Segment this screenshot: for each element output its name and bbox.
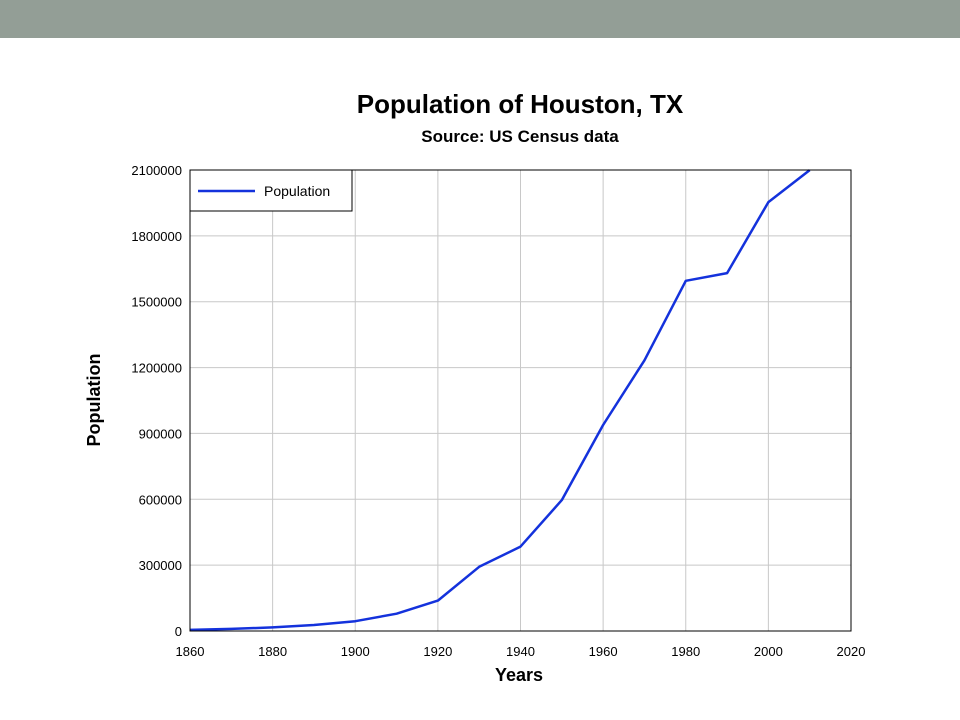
y-axis-title: Population (84, 354, 104, 447)
y-tick-label: 300000 (139, 558, 182, 573)
tick-labels: 1860 1880 1900 1920 1940 1960 1980 2000 2020 0 300… (131, 163, 865, 659)
x-axis-title: Years (495, 665, 543, 685)
plot-area-border (189, 169, 852, 632)
chart-title: Population of Houston, TX (357, 89, 684, 119)
x-tick-label: 1980 (671, 644, 700, 659)
series-line-population (189, 169, 811, 632)
y-tick-label: 2100000 (131, 163, 182, 178)
y-tick-label: 600000 (139, 492, 182, 507)
top-band (0, 0, 960, 38)
series-layer (189, 169, 811, 632)
chart-subtitle: Source: US Census data (421, 127, 619, 146)
y-tick-label: 1800000 (131, 229, 182, 244)
grid-lines (189, 169, 852, 632)
x-tick-label: 1920 (423, 644, 452, 659)
x-tick-label: 2020 (837, 644, 866, 659)
x-tick-label: 1900 (341, 644, 370, 659)
legend: Population (189, 169, 353, 212)
y-tick-label: 900000 (139, 426, 182, 441)
x-tick-label: 1960 (589, 644, 618, 659)
x-tick-label: 1860 (176, 644, 205, 659)
x-tick-label: 2000 (754, 644, 783, 659)
legend-label-population: Population (264, 183, 330, 199)
x-tick-label: 1880 (258, 644, 287, 659)
y-tick-label: 1500000 (131, 295, 182, 310)
x-tick-label: 1940 (506, 644, 535, 659)
y-tick-label: 1200000 (131, 361, 182, 376)
y-tick-label: 0 (175, 624, 182, 639)
